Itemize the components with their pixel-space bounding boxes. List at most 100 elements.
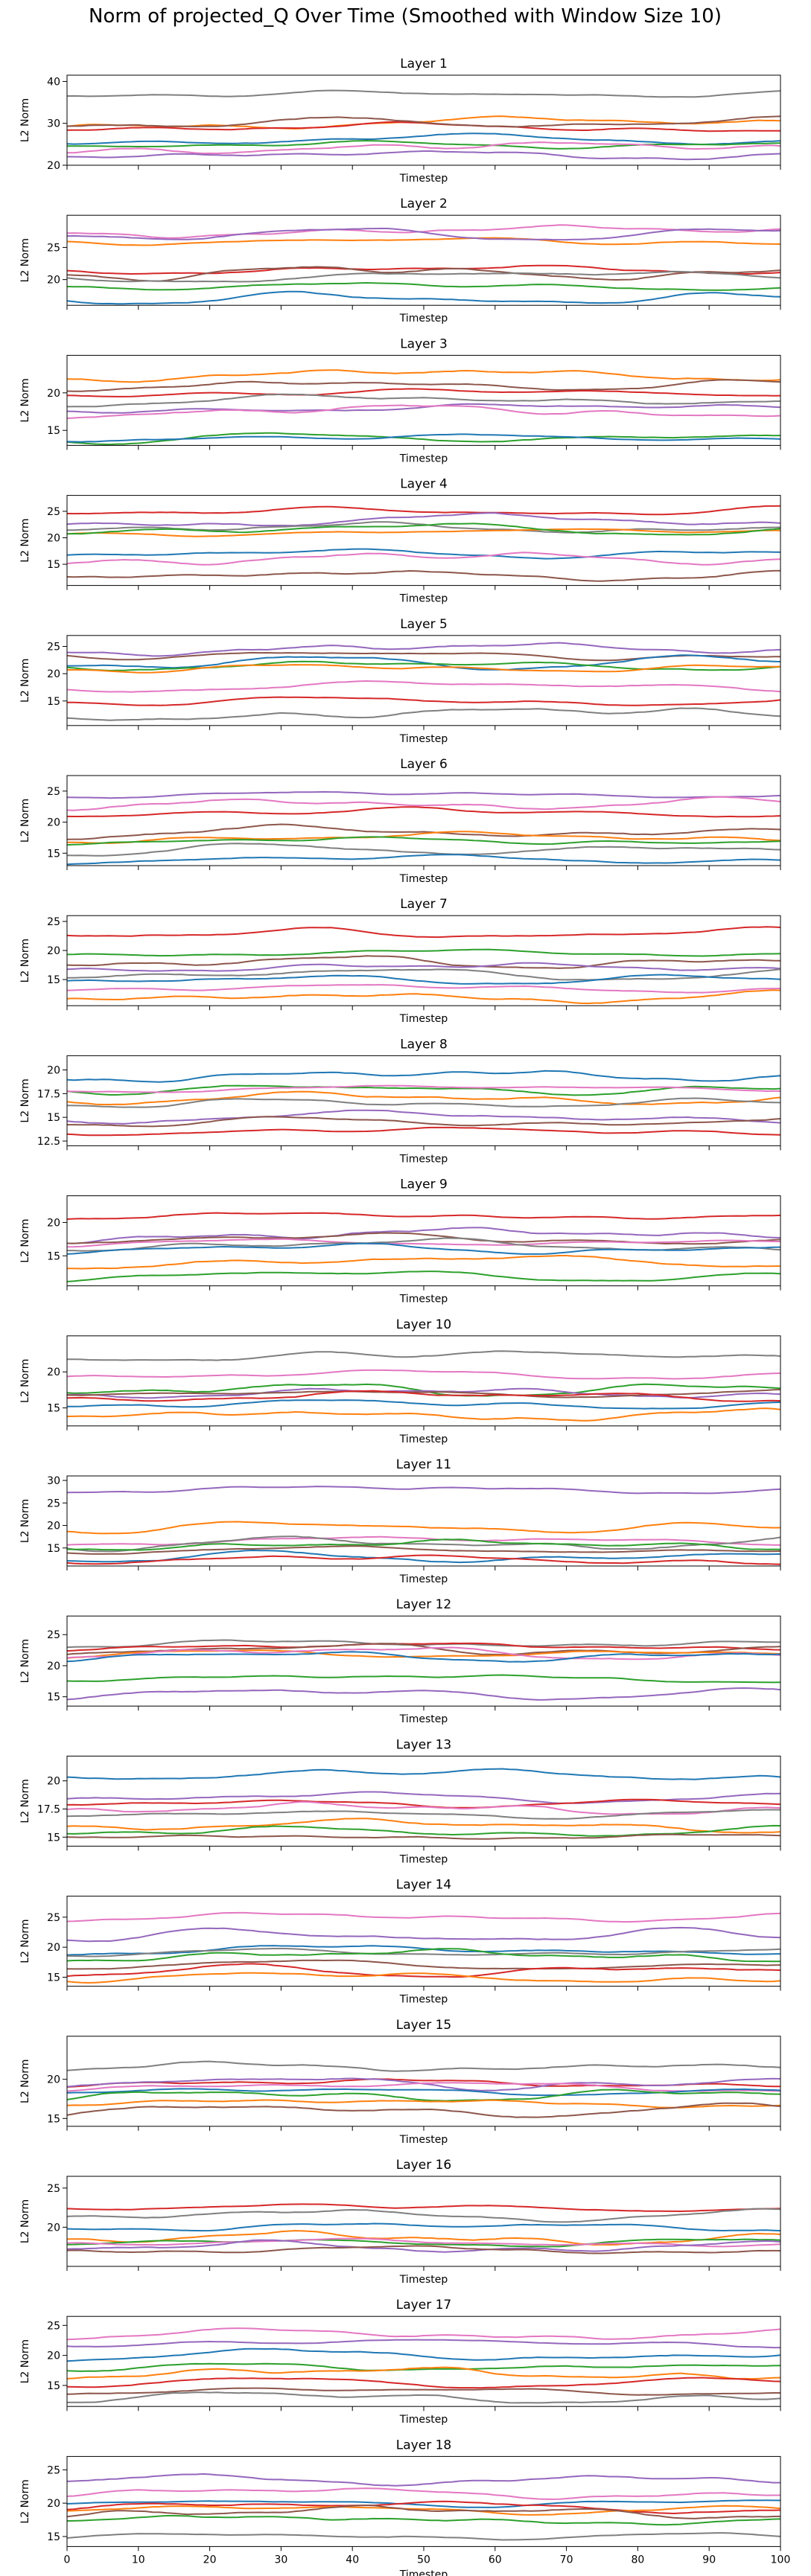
- series-line-pink: [67, 680, 780, 693]
- series-line-orange: [67, 1972, 780, 1984]
- y-tick-label: 20: [47, 2498, 60, 2510]
- y-axis-label: L2 Norm: [19, 2199, 31, 2243]
- series-line-blue: [67, 854, 780, 866]
- x-axis-label: Timestep: [399, 2414, 448, 2426]
- series-line-red: [67, 926, 780, 939]
- series-line-purple: [67, 1687, 780, 1701]
- series-line-blue: [67, 974, 780, 985]
- y-axis-label: L2 Norm: [19, 1218, 31, 1262]
- plot-frame: [66, 635, 781, 726]
- layer-panel: Layer 16 20 25 Timestep L2 Norm: [19, 2158, 781, 2286]
- series-line-pink: [67, 552, 780, 566]
- series-group: [67, 1911, 780, 1984]
- layer-panel: Layer 2 20 25 Timestep L2 Norm: [19, 196, 781, 325]
- series-line-red: [67, 696, 780, 706]
- series-line-orange: [67, 2230, 780, 2246]
- series-line-pink: [67, 984, 780, 994]
- series-line-brown: [67, 115, 780, 128]
- x-tick-label: 100: [771, 2554, 791, 2566]
- series-line-green: [67, 2088, 780, 2102]
- x-tick-label: 40: [346, 2554, 359, 2566]
- series-group: [67, 1768, 780, 1840]
- series-line-red: [67, 1963, 780, 1978]
- y-tick-label: 25: [47, 2320, 60, 2332]
- series-line-blue: [67, 2348, 780, 2362]
- plot-frame: [66, 2176, 781, 2267]
- series-line-pink: [67, 1369, 780, 1380]
- y-tick-label: 25: [47, 506, 60, 518]
- plot-frame: [66, 1475, 781, 1567]
- series-line-brown: [67, 2245, 780, 2254]
- y-tick-label: 25: [47, 786, 60, 798]
- y-tick-label: 15: [47, 696, 60, 708]
- y-axis-label: L2 Norm: [19, 1359, 31, 1403]
- y-tick-label: 25: [47, 2464, 60, 2476]
- x-axis-label: Timestep: [399, 1153, 448, 1165]
- series-line-green: [67, 1538, 780, 1551]
- y-tick-label: 15: [47, 1403, 60, 1415]
- x-axis-label: Timestep: [399, 1013, 448, 1025]
- series-line-red: [67, 1642, 780, 1652]
- series-line-green: [67, 2362, 780, 2372]
- series-line-blue: [67, 1550, 780, 1564]
- series-line-blue: [67, 548, 780, 560]
- y-tick-label: 20: [47, 1661, 60, 1672]
- series-line-red: [67, 806, 780, 818]
- panel-title: Layer 9: [400, 1177, 448, 1192]
- y-tick-label: 15: [47, 1250, 60, 1262]
- series-line-purple: [67, 1387, 780, 1399]
- series-line-blue: [67, 654, 780, 671]
- y-tick-label: 20: [47, 1065, 60, 1077]
- x-tick-label: 90: [702, 2554, 716, 2566]
- layer-panel: Layer 13 15 17.5 20 Timestep L2 Norm: [19, 1737, 781, 1865]
- layer-panel: Layer 5 15 20 25 Timestep L2 Norm: [19, 617, 781, 745]
- y-tick-label: 40: [47, 76, 60, 88]
- series-line-green: [67, 2515, 780, 2526]
- series-line-blue: [67, 2222, 780, 2232]
- x-axis-label: Timestep: [399, 313, 448, 325]
- y-axis-label: L2 Norm: [19, 1499, 31, 1543]
- y-tick-label: 15: [47, 2531, 60, 2543]
- y-tick-label: 20: [47, 668, 60, 680]
- y-tick-label: 17.5: [37, 1088, 60, 1100]
- series-line-orange: [67, 237, 780, 246]
- series-line-gray: [67, 393, 780, 408]
- y-tick-label: 15: [47, 1112, 60, 1124]
- panel-title: Layer 17: [396, 2298, 451, 2313]
- y-tick-label: 20: [47, 1942, 60, 1954]
- series-line-purple: [67, 642, 780, 657]
- y-tick-label: 15: [47, 559, 60, 571]
- series-line-green: [67, 1674, 780, 1684]
- y-tick-label: 15: [47, 1543, 60, 1555]
- series-line-purple: [67, 403, 780, 414]
- series-line-red: [67, 505, 780, 516]
- x-tick-label: 70: [560, 2554, 573, 2566]
- y-axis-label: L2 Norm: [19, 238, 31, 282]
- series-group: [67, 1639, 780, 1701]
- y-tick-label: 25: [47, 2183, 60, 2195]
- y-tick-label: 25: [47, 1629, 60, 1641]
- layer-panel: Layer 3 15 20 Timestep L2 Norm: [19, 336, 781, 464]
- panel-title: Layer 15: [396, 2018, 451, 2033]
- layer-panel: Layer 14 15 20 25 Timestep L2 Norm: [19, 1878, 781, 2006]
- series-line-green: [67, 1271, 780, 1282]
- series-line-pink: [67, 2082, 780, 2092]
- series-line-blue: [67, 1945, 780, 1956]
- layer-panel: Layer 6 15 20 25 Timestep L2 Norm: [19, 757, 781, 885]
- series-line-gray: [67, 707, 780, 721]
- y-axis-label: L2 Norm: [19, 2059, 31, 2103]
- series-line-gray: [67, 1097, 780, 1108]
- series-line-brown: [67, 266, 780, 282]
- series-line-green: [67, 836, 780, 846]
- series-line-gray: [67, 270, 780, 283]
- series-line-gray: [67, 2208, 780, 2223]
- panel-title: Layer 6: [400, 757, 448, 772]
- series-line-green: [67, 1948, 780, 1963]
- series-line-orange: [67, 2366, 780, 2380]
- x-tick-label: 20: [203, 2554, 217, 2566]
- series-line-green: [67, 140, 780, 150]
- series-line-blue: [67, 132, 780, 146]
- series-line-purple: [67, 2339, 780, 2349]
